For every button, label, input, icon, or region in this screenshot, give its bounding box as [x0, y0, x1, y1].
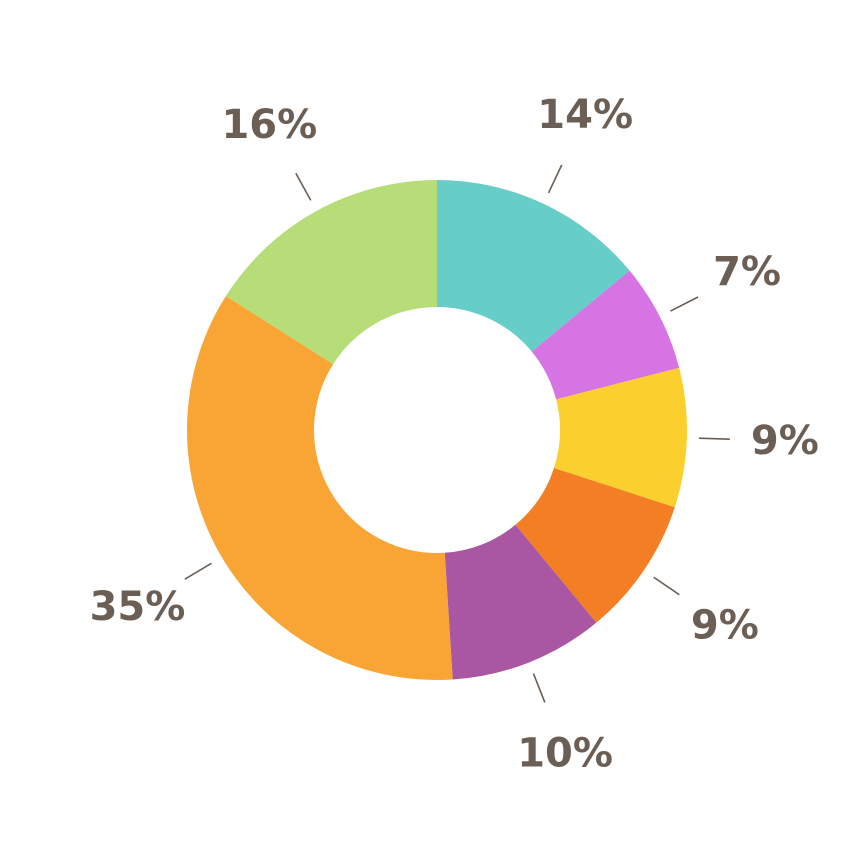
slice-label: 9% [691, 603, 759, 649]
donut-slice [531, 270, 680, 400]
donut-slice [444, 524, 597, 680]
leader-line [670, 296, 699, 312]
slice-labels: 14% 7% 9% 9% 10% 35% 16% [90, 92, 819, 776]
slice-label: 16% [221, 102, 317, 148]
slice-label: 10% [517, 731, 613, 777]
leader-line [184, 562, 212, 580]
leader-line [653, 576, 680, 596]
leader-line [295, 172, 312, 201]
leader-line [698, 437, 730, 441]
donut-slice [553, 367, 687, 508]
leader-line [532, 673, 546, 703]
leader-lines [184, 164, 730, 703]
slice-label: 35% [90, 584, 186, 630]
slice-label: 14% [537, 92, 633, 138]
donut-slice [515, 468, 675, 623]
donut-slice [187, 296, 453, 680]
leader-line [547, 164, 563, 194]
slice-label: 7% [713, 249, 781, 295]
donut-slice [437, 180, 630, 352]
donut-slices [187, 180, 687, 680]
slice-label: 9% [751, 418, 819, 464]
donut-slice [225, 180, 437, 365]
